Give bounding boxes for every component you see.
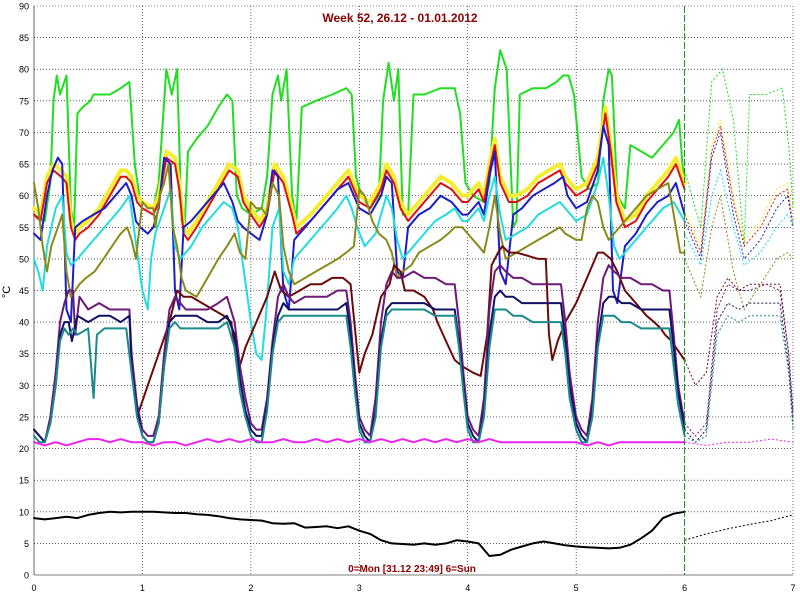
y-tick-label: 0 xyxy=(24,571,29,581)
forecast-line-4 xyxy=(684,132,794,261)
series-line-8 xyxy=(33,264,686,444)
y-tick-label: 90 xyxy=(19,2,29,12)
x-tick-label: 1 xyxy=(140,583,145,593)
series-line-1 xyxy=(33,49,686,229)
forecast-line-10 xyxy=(684,315,794,443)
x-tick-label: 7 xyxy=(790,583,795,593)
forecast-line-12 xyxy=(684,514,794,541)
y-tick-label: 20 xyxy=(19,444,29,454)
chart-footer: 0=Mon [31.12 23:49] 6=Sun xyxy=(348,564,476,575)
forecast-line-5 xyxy=(684,168,794,267)
forecast-line-7 xyxy=(684,277,794,411)
chart-title: Week 52, 26.12 - 01.01.2012 xyxy=(322,11,478,25)
y-tick-label: 85 xyxy=(19,33,29,43)
series-layer xyxy=(32,49,687,557)
series-line-11 xyxy=(33,438,686,447)
forecast-line-2 xyxy=(684,119,794,249)
series-line-7 xyxy=(136,245,686,418)
series-line-4 xyxy=(33,125,686,324)
y-tick-label: 80 xyxy=(19,65,29,75)
y-tick-labels: 0 5 10 15 20 25 30 35 40 45 50 55 60 65 70 75 80 85 90 xyxy=(19,2,29,581)
y-tick-label: 55 xyxy=(19,223,29,233)
y-tick-label: 60 xyxy=(19,191,29,201)
series-line-12 xyxy=(33,510,686,557)
forecast-layer xyxy=(684,68,794,541)
y-tick-label: 10 xyxy=(19,507,29,517)
y-axis-label: °C xyxy=(1,286,13,298)
forecast-line-8 xyxy=(684,283,794,437)
y-tick-label: 25 xyxy=(19,412,29,422)
y-tick-label: 45 xyxy=(19,286,29,296)
series-line-10 xyxy=(33,308,686,444)
y-tick-label: 35 xyxy=(19,349,29,359)
x-tick-label: 0 xyxy=(31,583,36,593)
y-tick-label: 65 xyxy=(19,160,29,170)
forecast-line-9 xyxy=(684,302,794,443)
x-tick-label: 3 xyxy=(357,583,362,593)
series-line-6 xyxy=(33,163,686,298)
y-tick-label: 75 xyxy=(19,96,29,106)
y-tick-label: 5 xyxy=(24,539,29,549)
x-tick-label: 4 xyxy=(465,583,470,593)
y-tick-label: 40 xyxy=(19,318,29,328)
forecast-line-6 xyxy=(684,195,794,311)
x-tick-label: 5 xyxy=(574,583,579,593)
x-tick-label: 2 xyxy=(248,583,253,593)
x-tick-label: 6 xyxy=(682,583,687,593)
series-line-5 xyxy=(33,156,686,361)
x-tick-labels: 0 1 2 3 4 5 6 7 xyxy=(31,583,795,593)
forecast-line-3 xyxy=(684,125,794,255)
series-line-2 xyxy=(32,105,687,236)
y-tick-label: 70 xyxy=(19,128,29,138)
y-tick-label: 15 xyxy=(19,476,29,486)
y-tick-label: 50 xyxy=(19,254,29,264)
y-tick-label: 30 xyxy=(19,381,29,391)
